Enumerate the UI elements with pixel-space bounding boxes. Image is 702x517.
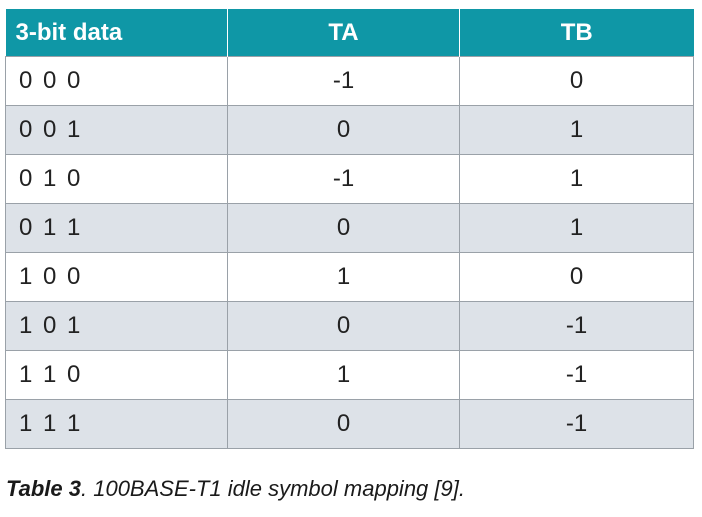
cell-tb: 1 bbox=[459, 154, 694, 204]
table-row: 0 0 1 0 1 bbox=[5, 105, 694, 155]
table-row: 1 0 0 1 0 bbox=[5, 252, 694, 302]
cell-3bit-data: 1 1 0 bbox=[5, 350, 228, 400]
cell-ta: -1 bbox=[227, 154, 460, 204]
table-caption: Table 3. 100BASE-T1 idle symbol mapping … bbox=[6, 476, 465, 502]
table-body: 0 0 0 -1 0 0 0 1 0 1 0 1 0 -1 1 0 1 1 0 … bbox=[5, 56, 694, 449]
cell-3bit-data: 1 0 1 bbox=[5, 301, 228, 351]
cell-tb: 1 bbox=[459, 105, 694, 155]
table-row: 1 1 0 1 -1 bbox=[5, 350, 694, 400]
table-row: 0 1 0 -1 1 bbox=[5, 154, 694, 204]
table-row: 1 0 1 0 -1 bbox=[5, 301, 694, 351]
cell-3bit-data: 0 0 0 bbox=[5, 56, 228, 106]
cell-tb: 0 bbox=[459, 56, 694, 106]
cell-tb: -1 bbox=[459, 350, 694, 400]
cell-ta: 0 bbox=[227, 105, 460, 155]
cell-3bit-data: 1 0 0 bbox=[5, 252, 228, 302]
caption-label: Table 3 bbox=[6, 476, 81, 501]
cell-3bit-data: 0 1 1 bbox=[5, 203, 228, 253]
cell-tb: 0 bbox=[459, 252, 694, 302]
cell-tb: -1 bbox=[459, 399, 694, 449]
cell-ta: 1 bbox=[227, 252, 460, 302]
symbol-mapping-table: 3-bit data TA TB 0 0 0 -1 0 0 0 1 0 1 0 … bbox=[5, 9, 694, 449]
table-row: 1 1 1 0 -1 bbox=[5, 399, 694, 449]
header-row: 3-bit data TA TB bbox=[5, 9, 694, 57]
cell-3bit-data: 0 0 1 bbox=[5, 105, 228, 155]
header-tb: TB bbox=[459, 9, 694, 57]
cell-tb: -1 bbox=[459, 301, 694, 351]
header-ta: TA bbox=[227, 9, 460, 57]
table-row: 0 0 0 -1 0 bbox=[5, 56, 694, 106]
table-row: 0 1 1 0 1 bbox=[5, 203, 694, 253]
symbol-mapping-table-container: 3-bit data TA TB 0 0 0 -1 0 0 0 1 0 1 0 … bbox=[5, 9, 694, 449]
cell-ta: 0 bbox=[227, 301, 460, 351]
cell-ta: -1 bbox=[227, 56, 460, 106]
table-header: 3-bit data TA TB bbox=[5, 9, 694, 57]
cell-ta: 0 bbox=[227, 203, 460, 253]
cell-tb: 1 bbox=[459, 203, 694, 253]
header-3bit-data: 3-bit data bbox=[5, 9, 228, 57]
cell-ta: 1 bbox=[227, 350, 460, 400]
cell-3bit-data: 1 1 1 bbox=[5, 399, 228, 449]
cell-3bit-data: 0 1 0 bbox=[5, 154, 228, 204]
caption-text: . 100BASE-T1 idle symbol mapping [9]. bbox=[81, 476, 465, 501]
cell-ta: 0 bbox=[227, 399, 460, 449]
